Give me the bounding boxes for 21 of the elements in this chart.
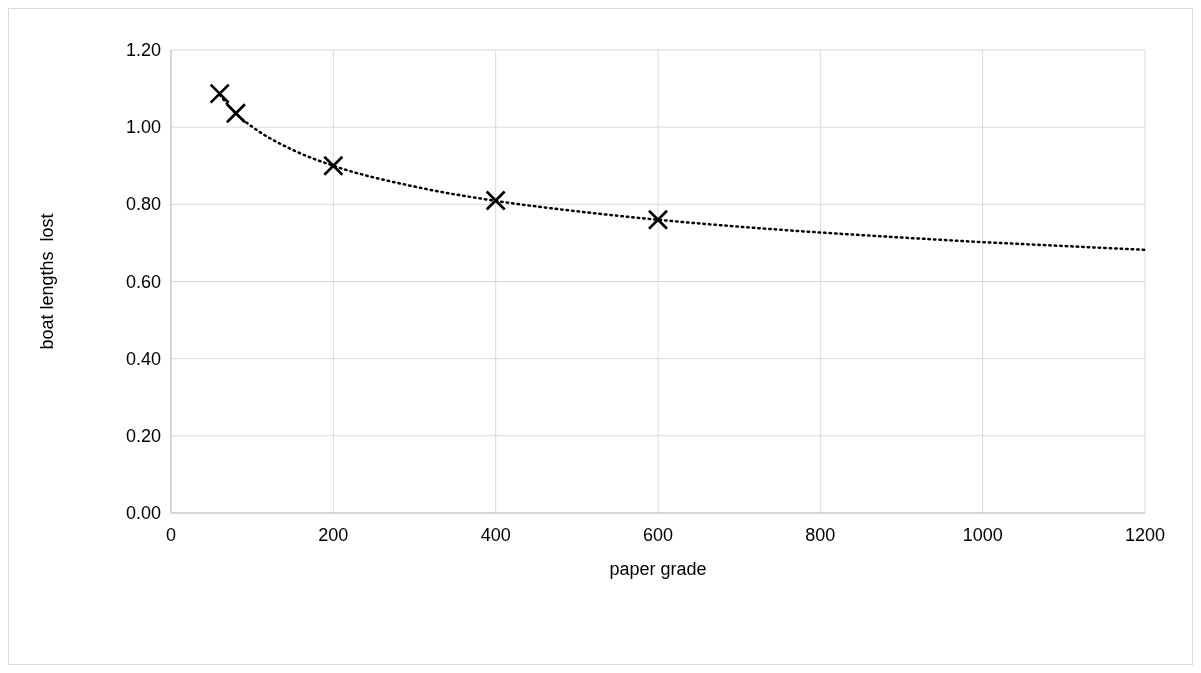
point: [209, 83, 230, 104]
point: [323, 155, 344, 177]
y-tick-label: 0.60: [125, 271, 161, 292]
x-tick-label: 400: [480, 525, 511, 545]
x-tick-label: 0: [165, 525, 177, 545]
x-tick-label: 1200: [1124, 525, 1166, 545]
y-axis-title: boat lengths lost: [37, 213, 57, 350]
point: [225, 102, 247, 124]
y-tick-label: 0.40: [125, 348, 161, 369]
y-tick-label: 0.80: [125, 194, 161, 215]
x-tick-label: 800: [805, 525, 836, 545]
y-tick-label: 1.00: [125, 117, 161, 138]
x-axis-title: paper grade: [609, 559, 707, 579]
y-tick-label: 0.00: [125, 503, 161, 523]
y-tick-label: 0.20: [125, 425, 161, 446]
x-tick-label: 600: [642, 525, 674, 545]
point: [485, 190, 506, 211]
y-tick-label: 1.20: [125, 40, 161, 60]
x-tick-label: 200: [318, 525, 349, 545]
x-tick-label: 1000: [962, 525, 1003, 545]
point: [647, 209, 669, 231]
